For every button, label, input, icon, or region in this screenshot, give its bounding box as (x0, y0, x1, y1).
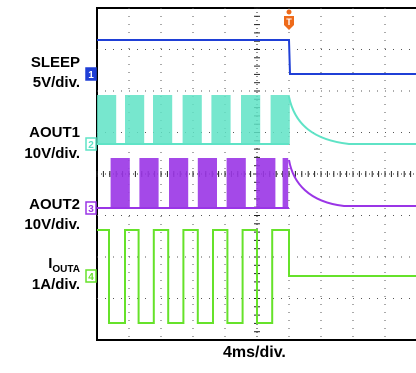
aout1-burst (270, 95, 290, 144)
channel-3-marker (85, 201, 97, 215)
channel-4-marker (85, 269, 97, 283)
aout2-burst (197, 158, 217, 208)
aout1-scale: 10V/div. (24, 145, 80, 162)
aout2-burst (256, 158, 276, 208)
aout1-burst (97, 95, 117, 144)
aout2-decay (288, 159, 416, 207)
trigger-dot (286, 9, 292, 15)
iouta-name: I (48, 255, 53, 272)
aout2-burst (226, 158, 246, 208)
aout2-scale: 10V/div. (24, 216, 80, 233)
aout2-burst (169, 158, 189, 208)
channel-1-marker (85, 67, 97, 81)
aout1-burst (211, 95, 231, 144)
channel-2-marker-text: 2 (88, 140, 94, 151)
aout2-burst (110, 158, 130, 208)
aout1-decay (288, 96, 416, 145)
channel-4-marker-text: 4 (88, 272, 94, 283)
aout1-burst (241, 95, 261, 144)
sleep-label: SLEEP (30, 54, 80, 71)
channel-1-marker-text: 1 (88, 70, 94, 81)
trace-iouta (97, 229, 416, 324)
aout2-label: AOUT2 (29, 196, 80, 213)
aout1-burst (153, 95, 173, 144)
time-scale-label: 4ms/div. (223, 344, 286, 361)
aout1-burst (182, 95, 202, 144)
channel-3-marker-text: 3 (88, 204, 94, 215)
iouta-subscript: OUTA (52, 264, 80, 275)
iouta-scale: 1A/div. (31, 276, 80, 293)
trigger-marker (284, 16, 294, 30)
trigger-label: T (286, 17, 292, 27)
aout2-burst (139, 158, 159, 208)
aout2-burst (282, 158, 289, 208)
iouta-label: IOUTA (5, 255, 80, 275)
sleep-scale: 5V/div. (32, 74, 80, 91)
channel-2-marker (85, 137, 97, 151)
trace-sleep (97, 39, 416, 75)
aout1-burst (125, 95, 145, 144)
aout1-label: AOUT1 (29, 124, 80, 141)
